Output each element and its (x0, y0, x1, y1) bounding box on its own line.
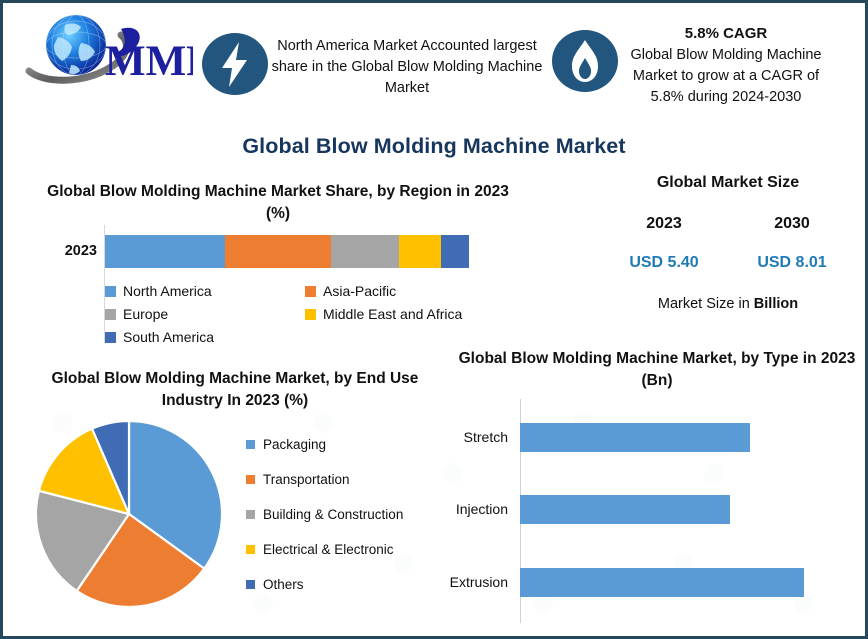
header-right-callout: 5.8% CAGR Global Blow Molding Machine Ma… (617, 23, 835, 108)
region-share-chart: 2023 North America Asia-Pacific Europe Midd… (33, 225, 513, 355)
legend-label: North America (123, 283, 212, 299)
cagr-headline: 5.8% CAGR (684, 25, 768, 42)
legend-swatch (246, 474, 255, 484)
market-size-year: 2023 (646, 215, 682, 232)
chart-axis-line (104, 225, 105, 343)
logo-text: MMR (105, 38, 193, 85)
bar (520, 422, 751, 452)
legend-item[interactable]: Packaging (246, 435, 446, 453)
legend-item[interactable]: Europe (105, 304, 305, 324)
legend-item[interactable]: Asia-Pacific (305, 281, 505, 301)
pie-slice (34, 489, 131, 593)
end-use-chart-title: Global Blow Molding Machine Market, by E… (51, 370, 419, 409)
legend-swatch (105, 285, 116, 297)
legend-swatch (246, 439, 255, 449)
market-size-value: USD 5.40 (629, 254, 699, 271)
end-use-pie-chart (31, 416, 227, 612)
pie-slice (75, 512, 206, 609)
region-share-category-label: 2023 (64, 243, 97, 259)
bar-category-label: Extrusion (449, 574, 508, 590)
market-size-panel: 2023 USD 5.40 2030 USD 8.01 Market Size … (599, 203, 857, 323)
market-size-unit-note: Market Size in Billion (599, 296, 857, 312)
cagr-description: Global Blow Molding Machine Market to gr… (630, 47, 822, 105)
market-size-unit-prefix: Market Size in (657, 296, 754, 312)
stacked-bar-segment (225, 235, 331, 268)
bar (520, 494, 731, 524)
legend-item[interactable]: Building & Construction (246, 505, 446, 523)
header: MMR North America Market Accounted large… (3, 3, 865, 125)
stacked-bar (105, 235, 469, 268)
stacked-bar-segment (440, 235, 469, 268)
market-size-column-2030: 2030 USD 8.01 (733, 215, 851, 272)
pie-slice (90, 419, 131, 515)
legend-label: South America (123, 329, 215, 345)
market-size-title: Global Market Size (656, 174, 800, 191)
type-chart-title: Global Blow Molding Machine Market, by T… (458, 350, 856, 389)
page-title: Global Blow Molding Machine Market (242, 134, 626, 158)
bar-category-label: Stretch (463, 429, 508, 445)
stacked-bar-segment (330, 235, 399, 268)
legend-item[interactable]: Middle East and Africa (305, 304, 505, 324)
legend-label: Europe (123, 306, 169, 322)
brand-logo[interactable]: MMR (25, 9, 193, 89)
region-share-legend: North America Asia-Pacific Europe Middle Ea… (105, 281, 505, 350)
header-left-callout-text: North America Market Accounted largest s… (271, 38, 543, 96)
flame-icon (551, 27, 619, 95)
market-size-value: USD 8.01 (757, 254, 827, 271)
legend-label: Asia-Pacific (323, 283, 397, 299)
legend-label: Packaging (263, 436, 327, 452)
legend-label: Electrical & Electronic (263, 541, 394, 557)
market-size-year: 2030 (774, 215, 810, 232)
end-use-legend: Packaging Transportation Building & Constr… (246, 435, 446, 610)
bar-row: Extrusion (431, 562, 851, 602)
legend-swatch (305, 285, 316, 297)
market-size-column-2023: 2023 USD 5.40 (605, 215, 723, 272)
legend-label: Transportation (263, 471, 350, 487)
legend-item[interactable]: North America (105, 281, 305, 301)
bar-category-label: Injection (455, 501, 508, 517)
legend-swatch (105, 331, 116, 343)
legend-swatch (246, 509, 255, 519)
legend-item[interactable]: Transportation (246, 470, 446, 488)
legend-swatch (305, 308, 316, 320)
legend-item[interactable]: Others (246, 575, 446, 593)
stacked-bar-segment (105, 235, 226, 268)
pie-slice (127, 419, 224, 571)
pie-slice (37, 427, 131, 516)
legend-label: Others (263, 576, 304, 592)
legend-label: Middle East and Africa (323, 306, 463, 322)
market-size-unit: Billion (753, 296, 799, 312)
region-share-chart-title: Global Blow Molding Machine Market Share… (47, 183, 509, 222)
bar-row: Injection (431, 489, 851, 529)
legend-swatch (246, 579, 255, 589)
legend-item[interactable]: Electrical & Electronic (246, 540, 446, 558)
legend-label: Building & Construction (263, 506, 404, 522)
legend-item[interactable]: South America (105, 327, 305, 347)
type-bar-chart: Stretch Injection Extrusion (431, 399, 851, 627)
stacked-bar-segment (398, 235, 441, 268)
legend-swatch (246, 544, 255, 554)
legend-swatch (105, 308, 116, 320)
bar (520, 567, 804, 597)
lightning-bolt-icon (201, 30, 269, 98)
bar-row: Stretch (431, 417, 851, 457)
